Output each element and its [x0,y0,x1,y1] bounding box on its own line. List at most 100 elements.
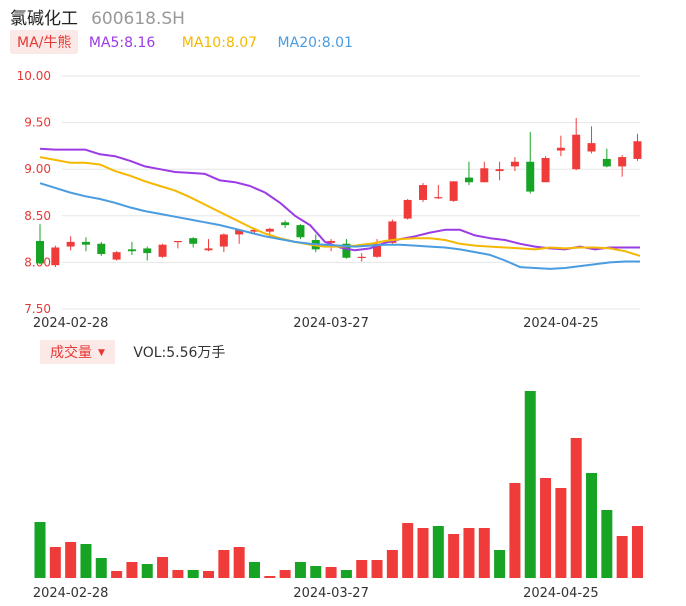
volume-bar [172,570,184,578]
candle-body [510,161,519,167]
volume-bar [49,547,61,578]
volume-x-axis: 2024-02-28 2024-03-27 2024-04-25 [33,586,599,601]
volume-bar [187,570,199,578]
price-x-tick-label: 2024-03-27 [293,316,369,331]
candle-body [373,243,382,257]
candle-body [51,247,60,266]
candle-body [81,241,90,245]
candlestick-series [36,117,642,268]
candle-body [127,249,136,252]
volume-indicator-label: 成交量 [50,345,92,361]
y-tick-label: 9.00 [24,162,51,176]
volume-bar [540,478,552,578]
candle-body [633,141,642,159]
candle-body [618,157,627,167]
price-x-tick-label: 2024-04-25 [523,316,599,331]
volume-bar [34,522,46,578]
price-x-axis: 2024-02-28 2024-03-27 2024-04-25 [33,316,599,331]
caret-down-icon: ▼ [98,348,105,358]
volume-bar [463,528,475,578]
volume-bar [555,488,567,578]
volume-bar [448,534,460,578]
volume-x-tick-label: 2024-03-27 [293,586,369,601]
y-tick-label: 9.50 [24,116,51,130]
candle-body [357,256,366,259]
candle-body [143,248,152,254]
volume-bar [279,570,291,578]
volume-series [34,391,643,578]
candle-body [250,229,259,232]
ma-indicator-button[interactable]: MA/牛熊 [10,30,79,54]
candle-body [541,158,550,183]
volume-bar [586,473,598,578]
volume-bar [616,536,628,578]
candle-body [204,248,213,251]
volume-indicator-button[interactable]: 成交量 ▼ [40,340,115,364]
volume-bar [294,562,306,578]
volume-bar [386,550,398,578]
volume-bar [65,542,77,578]
volume-bar [356,560,368,578]
volume-bar [141,564,153,578]
ma10-legend: MA10:8.07 [181,35,258,51]
y-tick-label: 10.00 [17,69,51,83]
ma-legend: MA/牛熊 MA5:8.16 MA10:8.07 MA20:8.01 [10,30,353,54]
volume-bar [478,528,490,578]
y-tick-label: 8.50 [24,209,51,223]
candle-body [173,240,182,243]
volume-bar [248,562,260,578]
price-x-tick-label: 2024-02-28 [33,316,109,331]
ma5-line [39,147,640,252]
volume-bar [310,566,322,578]
candle-body [342,243,351,258]
volume-x-tick-label: 2024-02-28 [33,586,109,601]
candle-body [572,134,581,170]
price-y-axis: 10.009.509.008.508.007.50 [17,69,51,316]
candle-body [480,168,489,183]
candle-body [556,147,565,151]
volume-bar [417,528,429,578]
candle-body [189,238,198,244]
y-tick-label: 7.50 [24,302,51,316]
volume-bar [203,571,215,578]
candle-body [403,199,412,219]
candle-body [158,244,167,257]
volume-bar [524,391,536,578]
volume-bar [570,438,582,578]
candle-body [112,252,121,260]
volume-bar [432,526,444,578]
candle-body [281,222,290,226]
stock-code: 600618.SH [91,9,185,29]
moving-average-lines [39,147,641,270]
volume-bar [631,526,643,578]
volume-bar [80,544,92,578]
volume-bar [402,523,414,578]
volume-bar [264,576,276,578]
candle-body [434,197,443,199]
ma20-legend: MA20:8.01 [277,35,353,51]
volume-bar [157,557,169,578]
volume-bar [233,547,245,578]
volume-bar [111,571,123,578]
stock-header: 氯碱化工 600618.SH [10,4,185,29]
candle-body [464,177,473,183]
candle-body [526,161,535,192]
candle-body [36,240,44,264]
volume-bar [218,550,230,578]
candle-body [265,228,274,232]
candle-body [495,169,504,172]
candle-body [449,181,458,201]
volume-bar [340,570,352,578]
candle-body [219,234,228,247]
stock-name: 氯碱化工 [10,9,78,29]
candle-body [235,229,244,235]
volume-x-tick-label: 2024-04-25 [523,586,599,601]
candle-body [327,240,336,243]
volume-bar [371,560,383,578]
volume-bar [126,562,138,578]
volume-bar [325,567,337,578]
ma5-legend: MA5:8.16 [88,35,156,51]
volume-bar [494,550,506,578]
volume-value: VOL:5.56万手 [133,345,226,361]
